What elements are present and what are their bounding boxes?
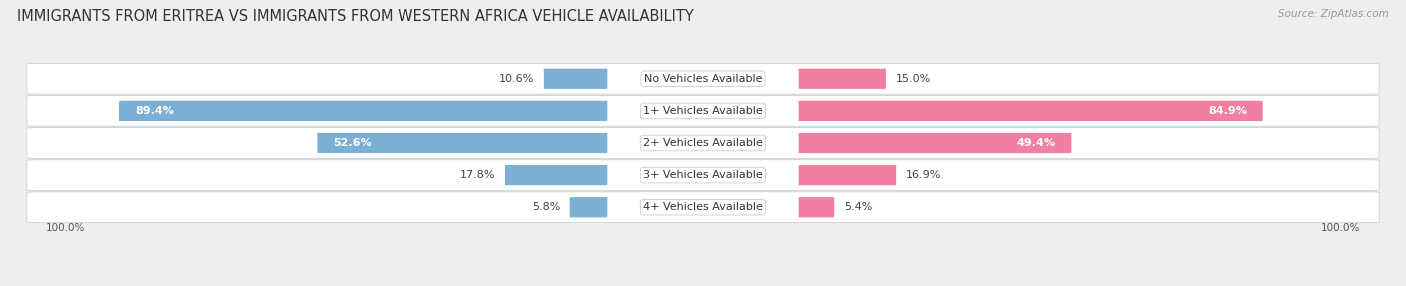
Text: 17.8%: 17.8% [460,170,495,180]
FancyBboxPatch shape [27,96,1379,126]
Text: 10.6%: 10.6% [499,74,534,84]
FancyBboxPatch shape [799,197,834,217]
Text: 100.0%: 100.0% [1320,223,1360,233]
FancyBboxPatch shape [27,160,1379,190]
Text: IMMIGRANTS FROM ERITREA VS IMMIGRANTS FROM WESTERN AFRICA VEHICLE AVAILABILITY: IMMIGRANTS FROM ERITREA VS IMMIGRANTS FR… [17,9,693,23]
FancyBboxPatch shape [569,197,607,217]
Text: Source: ZipAtlas.com: Source: ZipAtlas.com [1278,9,1389,19]
Text: 5.4%: 5.4% [844,202,872,212]
FancyBboxPatch shape [544,69,607,89]
FancyBboxPatch shape [799,69,886,89]
FancyBboxPatch shape [27,63,1379,94]
Text: 3+ Vehicles Available: 3+ Vehicles Available [643,170,763,180]
FancyBboxPatch shape [27,128,1379,158]
Text: 100.0%: 100.0% [46,223,86,233]
FancyBboxPatch shape [120,101,607,121]
FancyBboxPatch shape [799,165,896,185]
Text: 52.6%: 52.6% [333,138,373,148]
FancyBboxPatch shape [27,192,1379,223]
Text: No Vehicles Available: No Vehicles Available [644,74,762,84]
Text: 2+ Vehicles Available: 2+ Vehicles Available [643,138,763,148]
Text: 84.9%: 84.9% [1208,106,1247,116]
FancyBboxPatch shape [799,133,1071,153]
FancyBboxPatch shape [318,133,607,153]
Text: 49.4%: 49.4% [1017,138,1056,148]
Text: 4+ Vehicles Available: 4+ Vehicles Available [643,202,763,212]
Text: 1+ Vehicles Available: 1+ Vehicles Available [643,106,763,116]
Text: 16.9%: 16.9% [905,170,941,180]
Text: 5.8%: 5.8% [531,202,560,212]
FancyBboxPatch shape [505,165,607,185]
Text: 89.4%: 89.4% [135,106,174,116]
FancyBboxPatch shape [799,101,1263,121]
Text: 15.0%: 15.0% [896,74,931,84]
